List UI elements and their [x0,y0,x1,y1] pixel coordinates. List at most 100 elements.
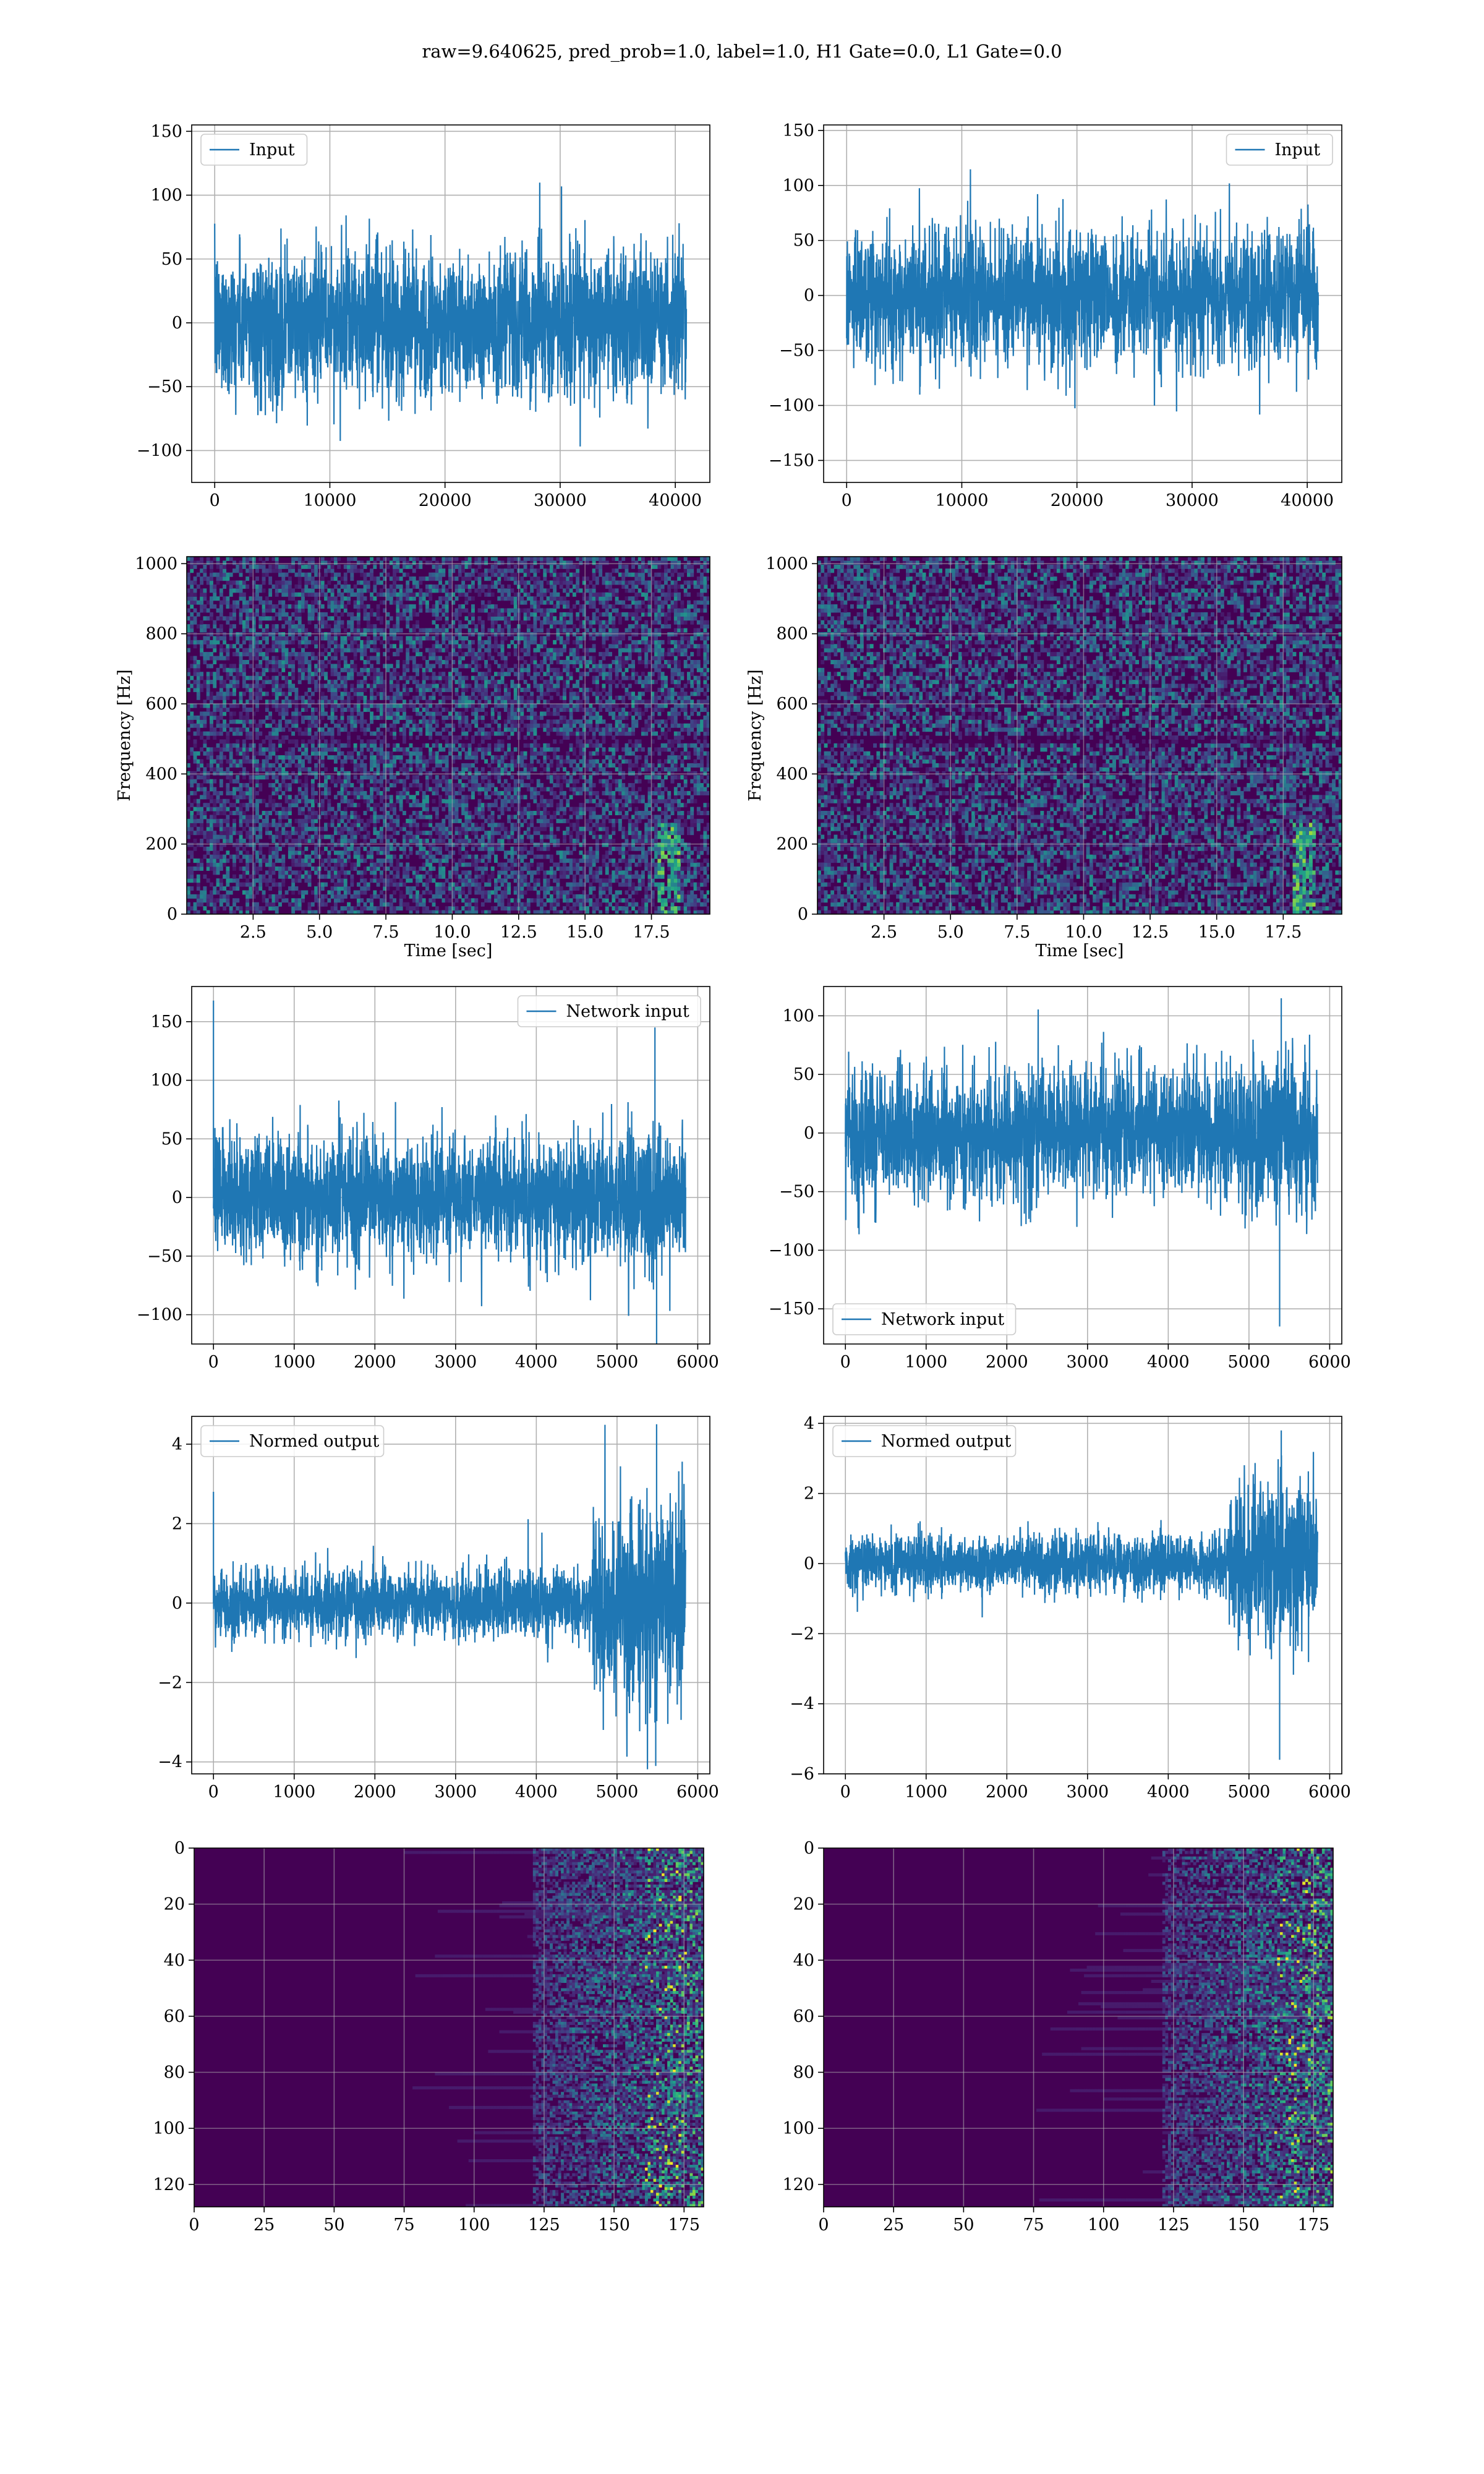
y-tick-label: 40 [793,1951,814,1970]
x-tick-label: 0 [208,1783,219,1802]
axes-frame [191,124,710,483]
x-tick-label: 1000 [905,1783,947,1802]
series-line [213,1424,686,1770]
y-tick-label: 20 [793,1895,814,1914]
y-tick-label: 0 [172,1188,182,1207]
axes-frame [823,1416,1342,1774]
axes-frame [823,1847,1334,2207]
x-tick-label: 0 [840,1783,851,1802]
y-tick-label: 50 [793,231,814,250]
y-tick-label: −4 [790,1695,814,1714]
figure-title: raw=9.640625, pred_prob=1.0, label=1.0, … [0,41,1484,62]
series-line [214,182,688,447]
y-tick-label: 100 [782,176,814,195]
x-tick-label: 0 [840,1353,851,1372]
y-tick-label: 0 [172,314,182,333]
y-tick-label: 0 [804,1554,814,1573]
x-tick-label: 1000 [273,1783,315,1802]
plot-area [824,987,1342,1344]
legend: Input [1226,134,1333,166]
x-tick-label: 50 [323,2215,344,2235]
x-tick-label: 4000 [515,1353,558,1372]
x-tick-label: 7.5 [373,923,399,942]
x-tick-label: 2000 [354,1783,396,1802]
y-tick-label: 120 [782,2175,814,2194]
axes-frame [186,556,710,915]
legend-label: Normed output [249,1432,379,1451]
x-tick-label: 50 [953,2215,974,2235]
legend: Network input [517,995,701,1027]
x-tick-label: 0 [842,491,852,510]
x-tick-label: 100 [1088,2215,1120,2235]
x-tick-label: 150 [598,2215,630,2235]
y-tick-label: 0 [798,905,808,924]
y-tick-label: 0 [804,1124,814,1143]
y-tick-label: −100 [137,441,182,460]
y-tick-label: 2 [804,1484,814,1504]
y-tick-label: 100 [153,2119,185,2138]
plot-area [194,1848,704,2207]
x-tick-label: 175 [668,2215,701,2235]
legend-label: Network input [566,1002,689,1021]
y-tick-label: −2 [158,1673,182,1692]
x-tick-label: 1000 [905,1353,947,1372]
x-tick-label: 1000 [273,1353,315,1372]
y-tick-label: −100 [769,396,814,416]
x-tick-label: 125 [528,2215,560,2235]
x-tick-label: 2000 [354,1353,396,1372]
legend: Normed output [832,1425,1017,1457]
grid [194,1848,704,2207]
x-tick-label: 175 [1298,2215,1330,2235]
grid [187,557,710,914]
x-tick-label: 4000 [1147,1353,1190,1372]
y-tick-label: 100 [782,1006,814,1025]
x-tick-label: 17.5 [633,923,670,942]
x-tick-label: 100 [458,2215,490,2235]
x-tick-label: 25 [883,2215,904,2235]
legend-label: Normed output [881,1432,1011,1451]
y-tick-label: −4 [158,1753,182,1772]
x-tick-label: 2.5 [240,923,267,942]
grid [817,557,1342,914]
plot-area [192,987,710,1344]
y-tick-label: 200 [145,835,177,854]
y-tick-label: 1000 [765,554,808,573]
y-tick-label: 400 [776,764,808,784]
grid [824,987,1342,1344]
x-tick-label: 0 [818,2215,829,2235]
y-tick-label: 100 [782,2119,814,2138]
x-tick-label: 7.5 [1004,923,1030,942]
x-tick-label: 10000 [936,491,989,510]
grid [192,987,710,1344]
grid [824,125,1342,482]
y-tick-label: 100 [150,1071,182,1090]
x-tick-label: 2000 [986,1783,1028,1802]
grid [824,1848,1333,2207]
plot-area [187,557,710,914]
x-tick-label: 30000 [1166,491,1219,510]
axes-frame [823,124,1342,483]
plot-area [824,125,1342,482]
y-tick-label: 150 [782,121,814,140]
y-tick-label: 80 [793,2063,814,2082]
x-tick-label: 6000 [676,1353,719,1372]
x-tick-label: 5000 [596,1353,639,1372]
y-axis-label: Frequency [Hz] [115,669,134,801]
series-line [845,998,1318,1327]
plot-area [192,125,710,482]
x-tick-label: 6000 [676,1783,719,1802]
x-tick-label: 75 [1023,2215,1044,2235]
y-tick-label: 0 [167,905,177,924]
y-tick-label: 600 [776,695,808,714]
x-tick-label: 6000 [1308,1783,1351,1802]
x-tick-label: 150 [1227,2215,1260,2235]
x-tick-label: 125 [1158,2215,1190,2235]
x-tick-label: 15.0 [1198,923,1235,942]
grid [192,1416,710,1774]
y-tick-label: 1000 [135,554,177,573]
